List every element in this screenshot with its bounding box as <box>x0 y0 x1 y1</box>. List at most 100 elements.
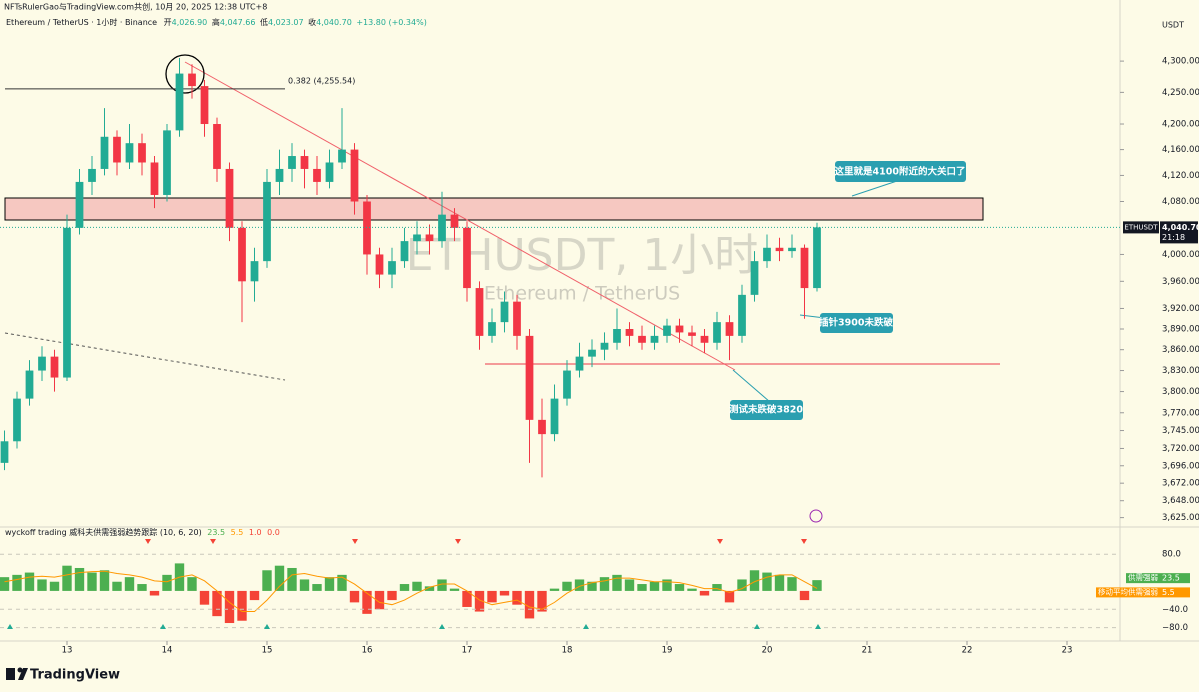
candle-body <box>275 168 284 182</box>
indicator-bar <box>649 581 660 591</box>
indicator-bar <box>437 579 447 591</box>
indicator-bar <box>424 586 435 591</box>
indicator-bar <box>12 574 22 591</box>
signal-up <box>754 624 760 629</box>
change: +13.80 (+0.34%) <box>356 18 427 27</box>
indicator-bar <box>162 574 172 591</box>
indicator-bar <box>137 584 147 591</box>
series-label-bg <box>1096 587 1160 598</box>
x-tick-label: 17 <box>462 646 473 656</box>
candle-body <box>38 356 46 371</box>
indicator-bar <box>474 590 485 612</box>
candle-body <box>738 294 746 336</box>
symbol-tag <box>1123 221 1159 234</box>
watermark: ETHUSDT, 1小时 <box>406 230 759 281</box>
y-tick-label: 80.0 <box>1162 550 1181 560</box>
candle-body <box>688 332 696 336</box>
candle-body <box>350 149 359 202</box>
indicator-readout: 23.5 <box>207 528 225 537</box>
indicator-bar <box>799 590 810 601</box>
y-tick-label: 4,120.00 <box>1162 171 1199 181</box>
indicator-bar <box>599 577 610 591</box>
signal-down <box>145 539 151 544</box>
candle-body <box>625 328 634 336</box>
indicator-bar <box>187 577 197 591</box>
indicator-ma <box>4 570 818 613</box>
candle-body <box>375 254 384 275</box>
candle-body <box>600 342 609 350</box>
candle-body <box>538 419 546 435</box>
candle-body <box>413 234 421 242</box>
indicator-bar <box>24 572 35 591</box>
ohlc-value: 4,047.66 <box>220 18 256 27</box>
signal-up <box>264 624 270 629</box>
indicator-bar <box>37 579 47 591</box>
indicator-bar <box>374 590 385 610</box>
symbol-header: Ethereum / TetherUS · 1小时 · Binance 开4,0… <box>6 17 427 27</box>
y-tick-label: 3,830.00 <box>1162 366 1199 376</box>
y-tick-label: 3,770.00 <box>1162 408 1199 418</box>
signal-up <box>583 624 589 629</box>
candle-body <box>363 201 371 255</box>
candle-body <box>63 227 71 378</box>
indicator-name: wyckoff trading 威科夫供需强弱趋势跟踪 (10, 6, 20) <box>5 527 202 537</box>
candle-body <box>200 86 209 125</box>
y-tick-label: 4,250.00 <box>1162 88 1199 98</box>
indicator-bar <box>687 588 697 591</box>
candle-body <box>338 149 346 163</box>
x-tick-label: 15 <box>262 646 273 656</box>
y-tick-label: 4,200.00 <box>1162 120 1199 130</box>
logo <box>17 667 23 673</box>
candle-body <box>800 247 809 289</box>
y-tick-label: 3,960.00 <box>1162 277 1199 287</box>
candle-body <box>613 328 621 343</box>
indicator-bar <box>524 590 535 619</box>
callout <box>820 313 893 333</box>
y-tick-label: 4,000.00 <box>1162 250 1199 260</box>
candle-body <box>325 162 334 182</box>
indicator-bar <box>737 579 747 591</box>
callout-pointer <box>851 179 901 197</box>
candle-body <box>488 322 496 336</box>
ohlc-label: 收 <box>308 17 316 27</box>
x-tick-label: 13 <box>62 646 73 656</box>
series-label: 供需强弱 <box>1128 572 1158 582</box>
indicator-bar <box>212 590 222 617</box>
indicator-bar <box>462 590 472 607</box>
y-tick-label: 4,080.00 <box>1162 197 1199 207</box>
candle-body <box>425 234 434 242</box>
candle-body <box>513 301 521 336</box>
x-tick-label: 21 <box>862 646 873 656</box>
candle-body <box>575 356 584 371</box>
candle-body <box>775 247 784 252</box>
candle-body <box>50 356 59 378</box>
countdown: 21:18 <box>1162 233 1185 242</box>
x-tick-label: 19 <box>662 646 673 656</box>
candle-body <box>250 261 259 282</box>
indicator-bar <box>312 584 322 591</box>
candle-body <box>788 247 796 252</box>
event-icon <box>809 509 823 523</box>
resistance-zone <box>4 197 984 221</box>
x-tick-label: 16 <box>362 646 373 656</box>
candle-body <box>725 322 734 336</box>
y-tick-label: 3,745.00 <box>1162 426 1199 436</box>
candle-body <box>25 370 34 399</box>
indicator-bar <box>674 584 685 591</box>
signal-up <box>815 624 821 629</box>
indicator-bar <box>287 567 297 591</box>
ohlc-label: 开 <box>164 18 172 27</box>
logo <box>6 668 15 680</box>
indicator-bar <box>149 590 160 596</box>
indicator-bar <box>324 577 335 591</box>
x-tick-label: 23 <box>1062 646 1073 656</box>
y-tick-label: 3,672.00 <box>1162 479 1199 489</box>
callout-pointer <box>732 369 771 403</box>
x-tick-label: 20 <box>762 646 773 656</box>
ohlc-value: 4,026.90 <box>172 18 208 27</box>
candle-body <box>475 288 484 336</box>
callout-text: 插针3900未跌破 <box>819 317 893 329</box>
candle-body <box>313 168 321 182</box>
indicator-bar <box>112 581 122 591</box>
indicator-bar <box>337 574 347 591</box>
